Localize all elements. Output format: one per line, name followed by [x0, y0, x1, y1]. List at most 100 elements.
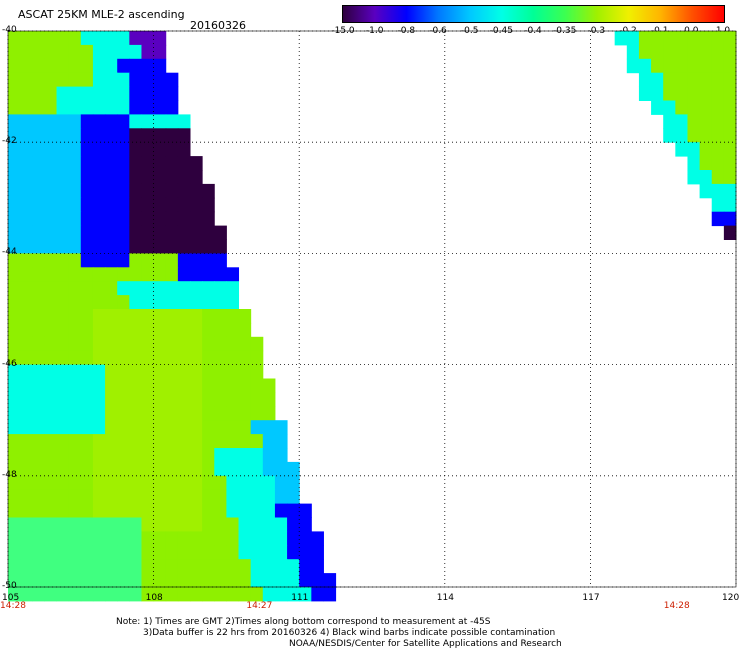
data-cell — [68, 295, 82, 310]
data-cell — [20, 253, 33, 268]
data-cell — [190, 239, 203, 254]
data-cell — [141, 309, 155, 324]
data-cell — [153, 31, 167, 46]
data-cell — [214, 559, 227, 574]
data-cell — [675, 86, 688, 101]
data-cell — [20, 420, 33, 435]
data-cell — [80, 420, 94, 435]
data-cell — [141, 281, 155, 296]
data-cell — [687, 58, 701, 74]
data-cell — [141, 587, 155, 602]
data-cell — [226, 322, 240, 338]
data-cell — [8, 406, 21, 421]
data-cell — [68, 475, 82, 491]
data-cell — [32, 31, 45, 46]
data-cell — [141, 420, 155, 435]
data-cell — [80, 44, 94, 60]
data-cell — [117, 72, 130, 88]
data-cell — [141, 559, 155, 574]
data-cell — [226, 281, 240, 296]
data-cell — [238, 406, 252, 421]
data-cell — [190, 573, 203, 588]
data-cell — [238, 350, 252, 366]
data-cell — [711, 183, 725, 199]
data-cell — [68, 336, 82, 352]
data-cell — [287, 559, 300, 574]
data-cell — [699, 100, 713, 115]
data-cell — [92, 170, 106, 185]
data-cell — [129, 406, 142, 421]
data-cell — [250, 461, 264, 477]
data-cell — [80, 225, 94, 240]
data-cell — [177, 253, 191, 268]
data-cell — [129, 267, 142, 282]
data-cell — [20, 309, 33, 324]
data-cell — [56, 336, 70, 352]
data-cell — [105, 364, 118, 379]
data-cell — [311, 559, 324, 574]
data-cell — [32, 142, 45, 157]
data-cell — [638, 86, 652, 101]
data-cell — [117, 517, 130, 532]
data-cell — [44, 517, 58, 532]
data-cell — [287, 503, 300, 518]
data-cell — [32, 531, 45, 546]
data-cell — [663, 114, 676, 129]
data-cell — [8, 559, 21, 574]
data-cell — [92, 211, 106, 227]
data-cell — [274, 517, 288, 532]
data-cell — [56, 503, 70, 518]
data-cell — [687, 100, 701, 115]
data-cell — [153, 239, 167, 254]
data-cell — [153, 86, 167, 101]
data-cell — [711, 128, 725, 143]
data-cell — [190, 448, 203, 463]
data-cell — [262, 378, 276, 393]
data-cell — [287, 461, 300, 477]
data-cell — [287, 475, 300, 491]
data-cell — [226, 336, 240, 352]
data-cell — [165, 295, 179, 310]
data-cell — [56, 461, 70, 477]
data-cell — [177, 420, 191, 435]
data-cell — [32, 489, 45, 505]
data-cell — [20, 448, 33, 463]
data-cell — [129, 475, 142, 491]
data-cell — [238, 503, 252, 518]
data-cell — [68, 322, 82, 338]
data-cell — [20, 503, 33, 518]
data-cell — [141, 225, 155, 240]
data-cell — [129, 86, 142, 101]
data-cell — [92, 114, 106, 129]
data-cell — [20, 587, 33, 602]
data-cell — [153, 114, 167, 129]
data-cell — [262, 475, 276, 491]
data-cell — [32, 44, 45, 60]
data-cell — [32, 517, 45, 532]
data-cell — [92, 434, 106, 449]
data-cell — [20, 336, 33, 352]
data-cell — [238, 378, 252, 393]
data-cell — [8, 86, 21, 101]
data-cell — [44, 72, 58, 88]
data-cell — [190, 267, 203, 282]
data-cell — [105, 142, 118, 157]
data-cell — [262, 545, 276, 560]
data-cell — [44, 142, 58, 157]
data-cell — [153, 309, 167, 324]
data-cell — [80, 100, 94, 115]
longitude-tick-label: 111 — [291, 593, 309, 603]
data-cell — [153, 587, 167, 602]
data-cell — [117, 503, 130, 518]
data-cell — [687, 170, 701, 185]
data-cell — [105, 531, 118, 546]
data-cell — [202, 448, 215, 463]
data-cell — [190, 197, 203, 213]
data-cell — [141, 531, 155, 546]
data-cell — [80, 309, 94, 324]
data-cell — [56, 281, 70, 296]
data-cell — [687, 31, 701, 46]
data-cell — [675, 44, 688, 60]
data-cell — [32, 58, 45, 74]
data-cell — [675, 114, 688, 129]
